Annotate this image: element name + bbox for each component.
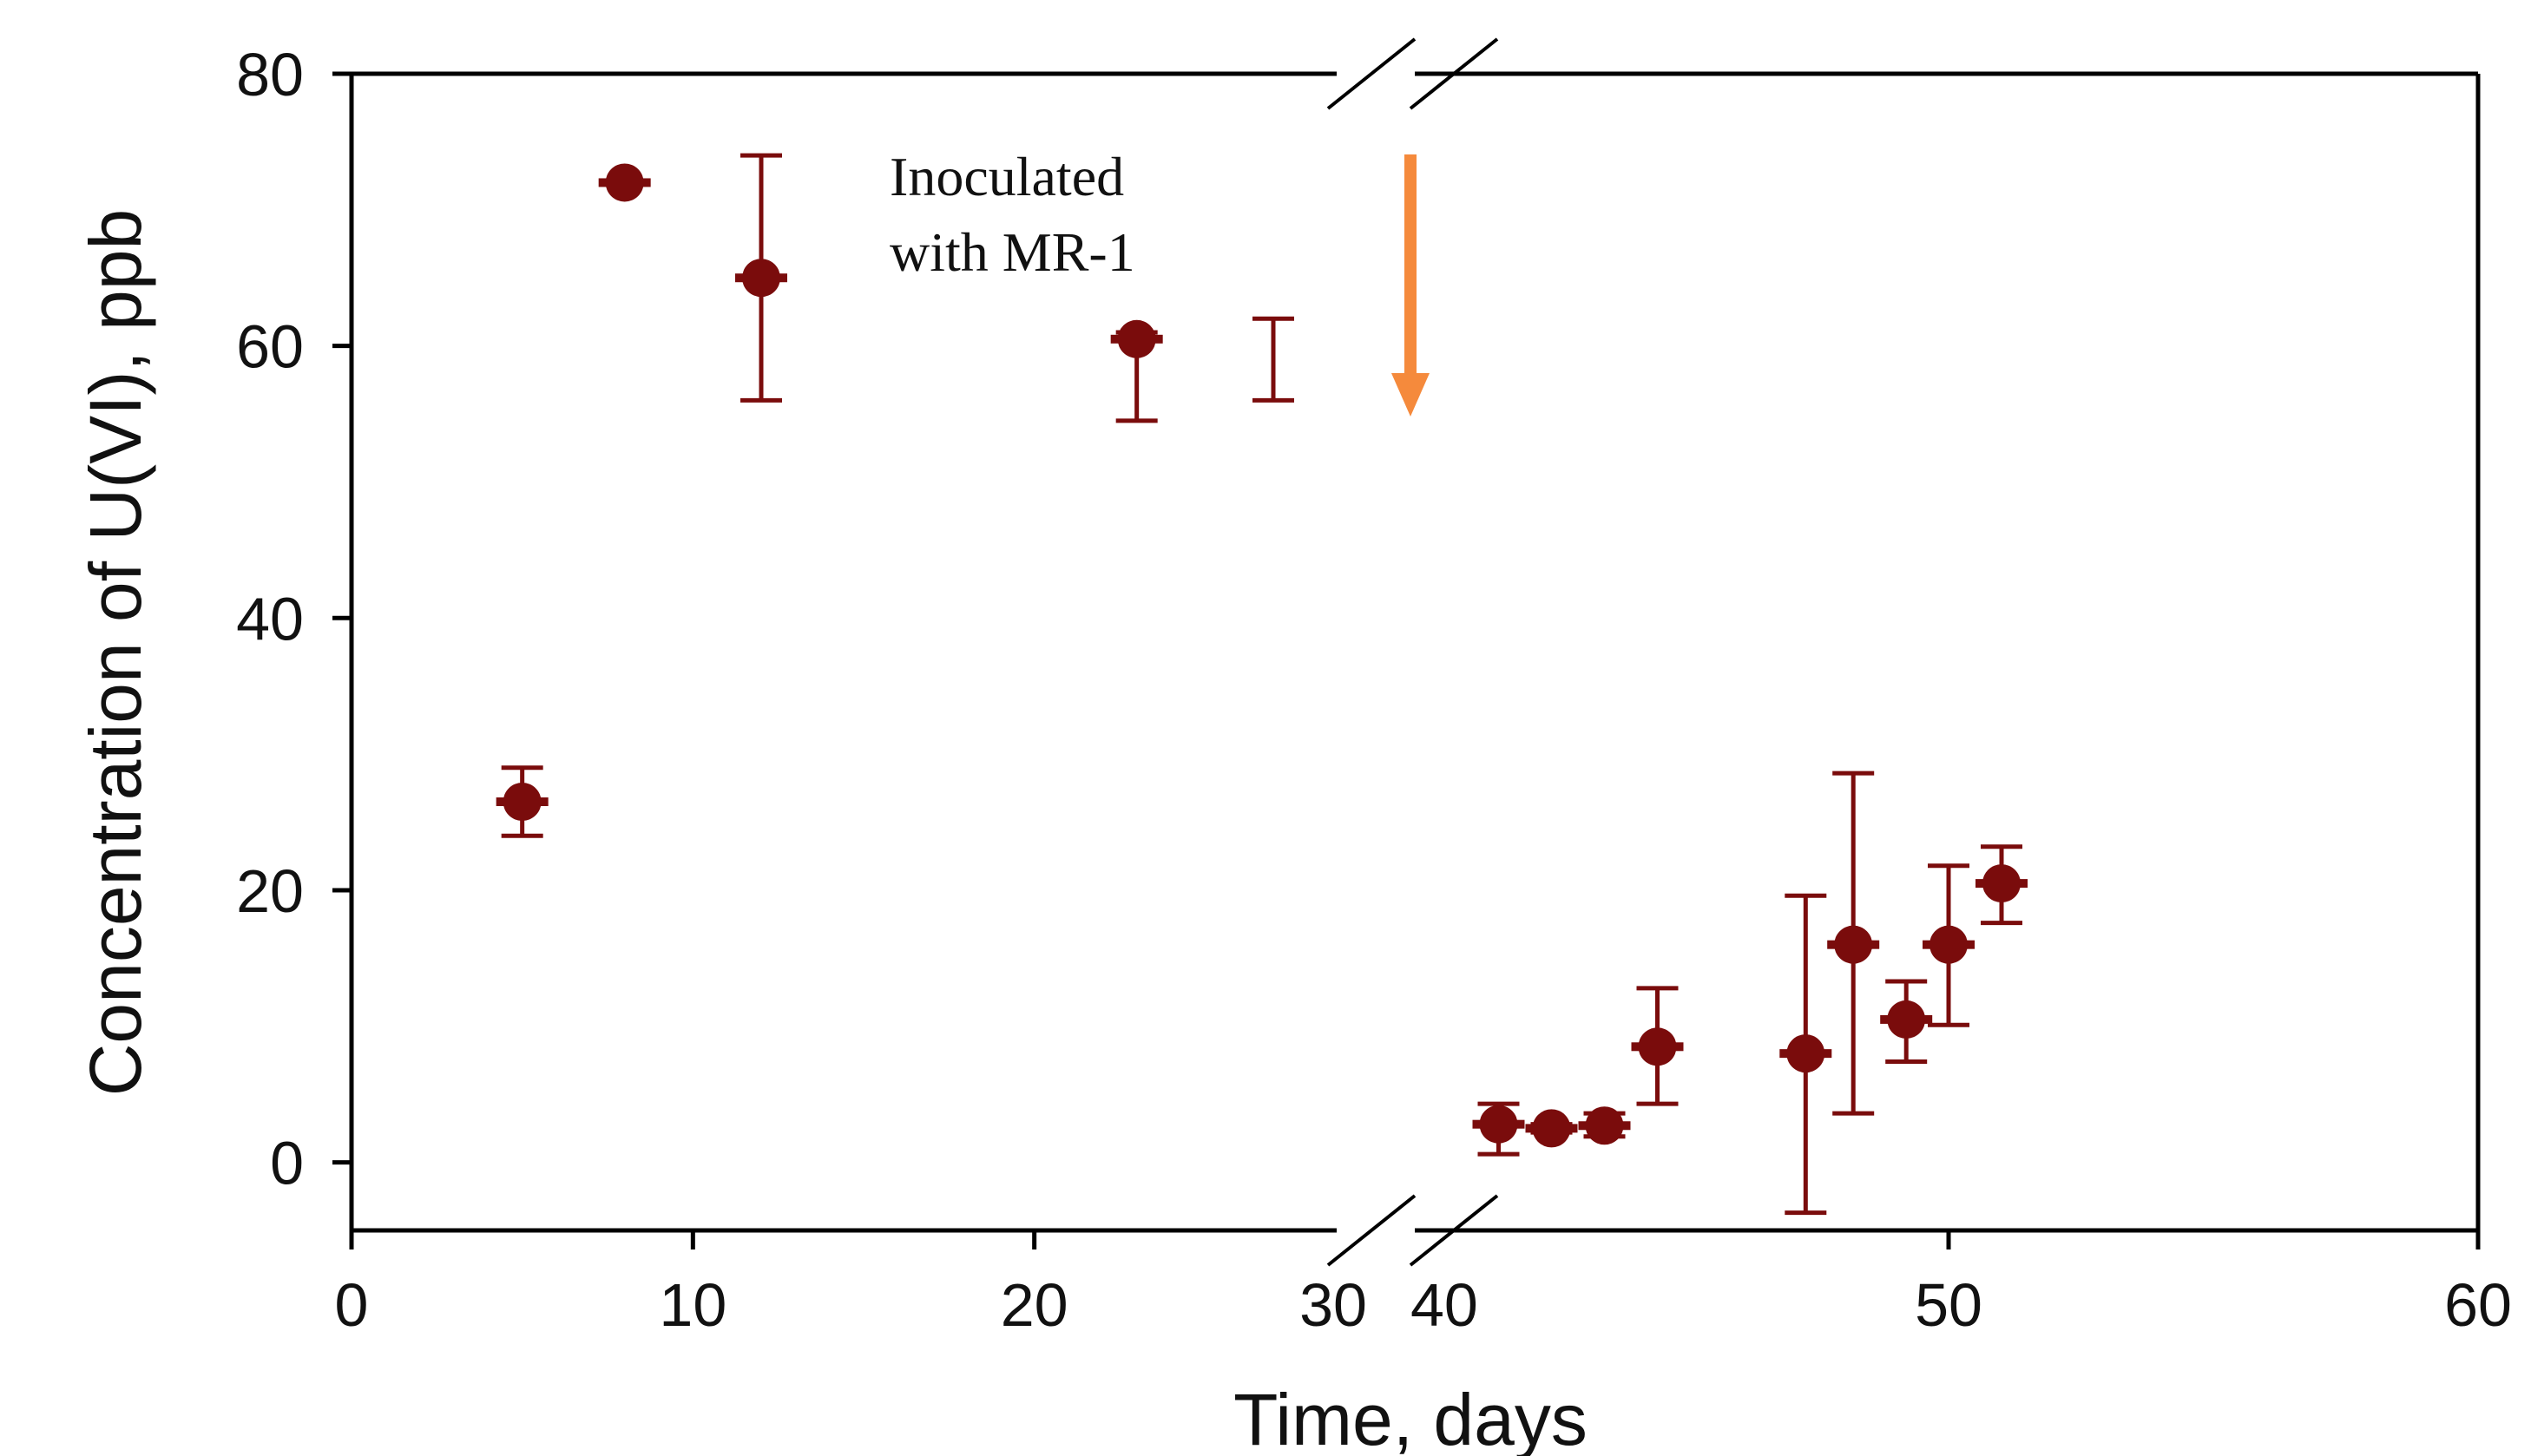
y-axis: 0 20 40 60 80 xyxy=(236,41,352,1197)
break-slash-top-1 xyxy=(1326,37,1417,110)
data-point-bar xyxy=(735,273,787,283)
break-slash-bottom-2 xyxy=(1409,1194,1499,1267)
data-point-bar xyxy=(1923,940,1975,949)
y-tick-label: 40 xyxy=(236,585,304,653)
data-point-bar xyxy=(1578,1121,1631,1131)
break-slash-bottom-1 xyxy=(1326,1194,1417,1267)
data-point-bar xyxy=(1880,1014,1933,1024)
annotation-line-2: with MR-1 xyxy=(890,221,1135,283)
x-axis-title: Time, days xyxy=(1233,1379,1588,1456)
y-tick-label: 20 xyxy=(236,857,304,925)
inoculation-arrow xyxy=(1391,154,1430,416)
x-axis: 0 10 20 30 40 50 60 xyxy=(335,1230,2512,1339)
y-tick-label: 60 xyxy=(236,313,304,381)
y-axis-title: Concentration of U(VI), ppb xyxy=(75,209,156,1097)
y-tick-label: 0 xyxy=(270,1130,304,1197)
annotation: Inoculated with MR-1 xyxy=(846,121,1306,321)
x-tick-label: 10 xyxy=(659,1271,726,1339)
x-tick-label: 50 xyxy=(1915,1271,1982,1339)
arrow-head xyxy=(1391,373,1430,416)
data-point-bar xyxy=(1827,940,1880,949)
annotation-box xyxy=(846,121,1306,321)
data-point-bar xyxy=(1110,334,1163,344)
x-tick-label: 30 xyxy=(1299,1271,1367,1339)
x-tick-label: 20 xyxy=(1001,1271,1068,1339)
x-tick-label: 60 xyxy=(2444,1271,2512,1339)
x-tick-label: 0 xyxy=(335,1271,369,1339)
annotation-line-1: Inoculated xyxy=(890,146,1124,207)
data-point-bar xyxy=(1975,879,2028,889)
data-point-bar xyxy=(1525,1124,1578,1133)
break-slash-top-2 xyxy=(1409,37,1499,110)
data-point-bar xyxy=(496,797,549,807)
data-point-bar xyxy=(598,178,651,187)
data-point-bar xyxy=(1779,1049,1832,1059)
y-tick-label: 80 xyxy=(236,41,304,108)
axis-break-marks xyxy=(1326,37,1499,1267)
x-tick-label: 40 xyxy=(1410,1271,1478,1339)
data-points xyxy=(496,163,2028,1148)
data-point-bar xyxy=(1631,1042,1684,1052)
data-point-bar xyxy=(1472,1119,1525,1129)
